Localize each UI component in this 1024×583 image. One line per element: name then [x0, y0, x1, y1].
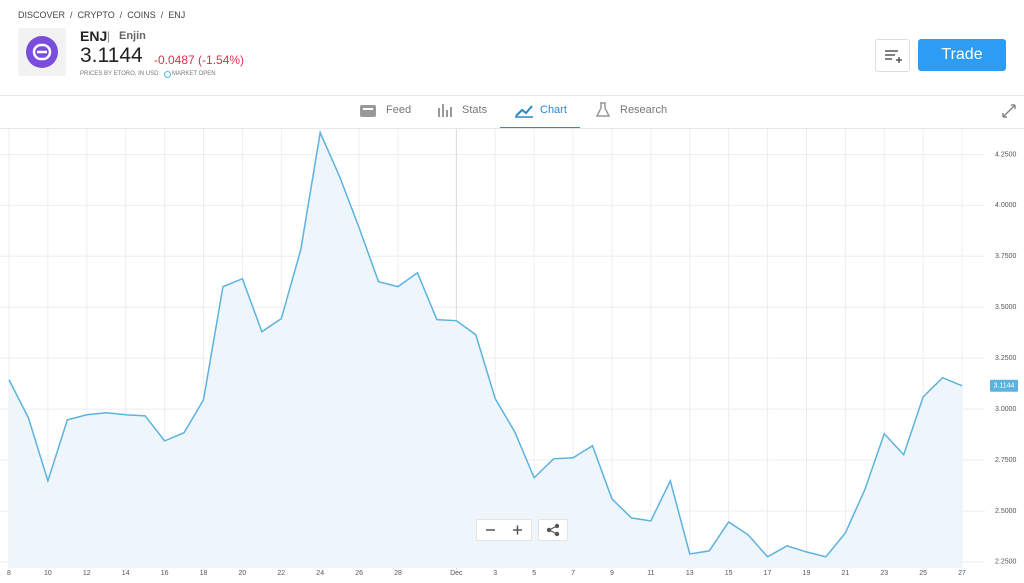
x-tick-label: 11	[647, 570, 654, 577]
x-tick-label: 5	[532, 570, 536, 577]
watchlist-icon	[885, 50, 902, 63]
x-tick-label: 9	[610, 570, 614, 577]
y-tick-label: 2.2500	[995, 559, 1017, 566]
watchlist-button[interactable]	[875, 39, 910, 72]
y-tick-label: 4.0000	[995, 202, 1017, 209]
tab-icons	[360, 102, 1016, 118]
market-status: MARKET OPEN	[172, 71, 216, 77]
x-tick-label: 7	[571, 570, 575, 577]
x-tick-label: 8	[7, 570, 11, 577]
divider-line	[0, 128, 1024, 129]
x-tick-label: 12	[83, 570, 91, 577]
price-chart: 2.2500 2.5000 2.7500 3.0000 3.2500 3.5000 3.75…	[0, 129, 1024, 583]
tab[interactable]: Research	[620, 104, 668, 116]
coin-logo	[18, 28, 66, 76]
tab[interactable]: Chart	[540, 104, 567, 116]
price: 3.1144	[80, 44, 143, 67]
zoom-group	[476, 519, 532, 541]
breadcrumb: DISCOVER / CRYPTO / COINS / ENJ	[18, 10, 185, 20]
divider-line	[0, 95, 1024, 96]
x-tick-label: 28	[394, 570, 402, 577]
x-tick-label: 17	[764, 570, 772, 577]
y-tick-label: 2.5000	[995, 508, 1017, 515]
breadcrumb-item[interactable]: CRYPTO	[77, 10, 115, 20]
y-tick-label: 3.0000	[995, 406, 1017, 413]
share-icon	[546, 523, 560, 537]
breadcrumb-item[interactable]: ENJ	[168, 10, 186, 20]
breadcrumb-separator: /	[160, 10, 164, 20]
divider: |	[107, 29, 111, 43]
breadcrumb-separator: /	[70, 10, 73, 20]
x-tick-label: 18	[200, 570, 208, 577]
breadcrumb-item[interactable]: DISCOVER	[18, 10, 66, 20]
price-source: PRICES BY ETORO, IN USD	[80, 71, 159, 77]
price-line	[8, 130, 963, 558]
tab[interactable]: Stats	[462, 104, 488, 116]
tab[interactable]: Feed	[386, 104, 412, 116]
x-tick-label: 13	[686, 570, 694, 577]
chart-controls	[476, 519, 568, 541]
breadcrumb-item[interactable]: COINS	[127, 10, 156, 20]
symbol: ENJ	[80, 28, 108, 44]
logo-icon	[26, 36, 58, 68]
status-icon	[164, 71, 171, 78]
x-tick-label: 3	[493, 570, 497, 577]
price-area	[9, 132, 963, 568]
x-tick-label: 14	[122, 570, 130, 577]
x-tick-label: Dec	[450, 570, 463, 577]
x-tick-label: 10	[44, 570, 52, 577]
x-tick-label: 24	[316, 570, 324, 577]
zoom-in[interactable]	[504, 520, 531, 540]
zoom-out[interactable]	[477, 520, 504, 540]
current-price-tag	[990, 379, 1018, 392]
x-tick-label: 25	[919, 570, 927, 577]
x-tick-label: 15	[725, 570, 733, 577]
share-button[interactable]	[538, 519, 568, 541]
x-tick-label: 19	[803, 570, 811, 577]
x-tick-label: 20	[239, 570, 247, 577]
y-tick-label: 2.7500	[995, 457, 1017, 464]
y-tick-label: 3.2500	[995, 355, 1017, 362]
price-change: -0.0487 (-1.54%)	[154, 53, 245, 67]
x-tick-label: 21	[841, 570, 849, 577]
y-tick-label: 4.2500	[995, 151, 1017, 158]
y-tick-label: 3.5000	[995, 304, 1017, 311]
current-price-label: 3.1144	[994, 383, 1015, 390]
x-tick-label: 23	[880, 570, 888, 577]
breadcrumb-separator: /	[119, 10, 123, 20]
x-tick-label: 16	[161, 570, 169, 577]
x-tick-label: 22	[277, 570, 285, 577]
x-tick-label: 26	[355, 570, 363, 577]
axis-panel	[985, 129, 1024, 583]
y-tick-label: 3.7500	[995, 253, 1017, 260]
trade-button[interactable]: Trade	[918, 39, 1006, 71]
x-tick-label: 27	[958, 570, 966, 577]
instrument-name: Enjin	[119, 30, 146, 42]
